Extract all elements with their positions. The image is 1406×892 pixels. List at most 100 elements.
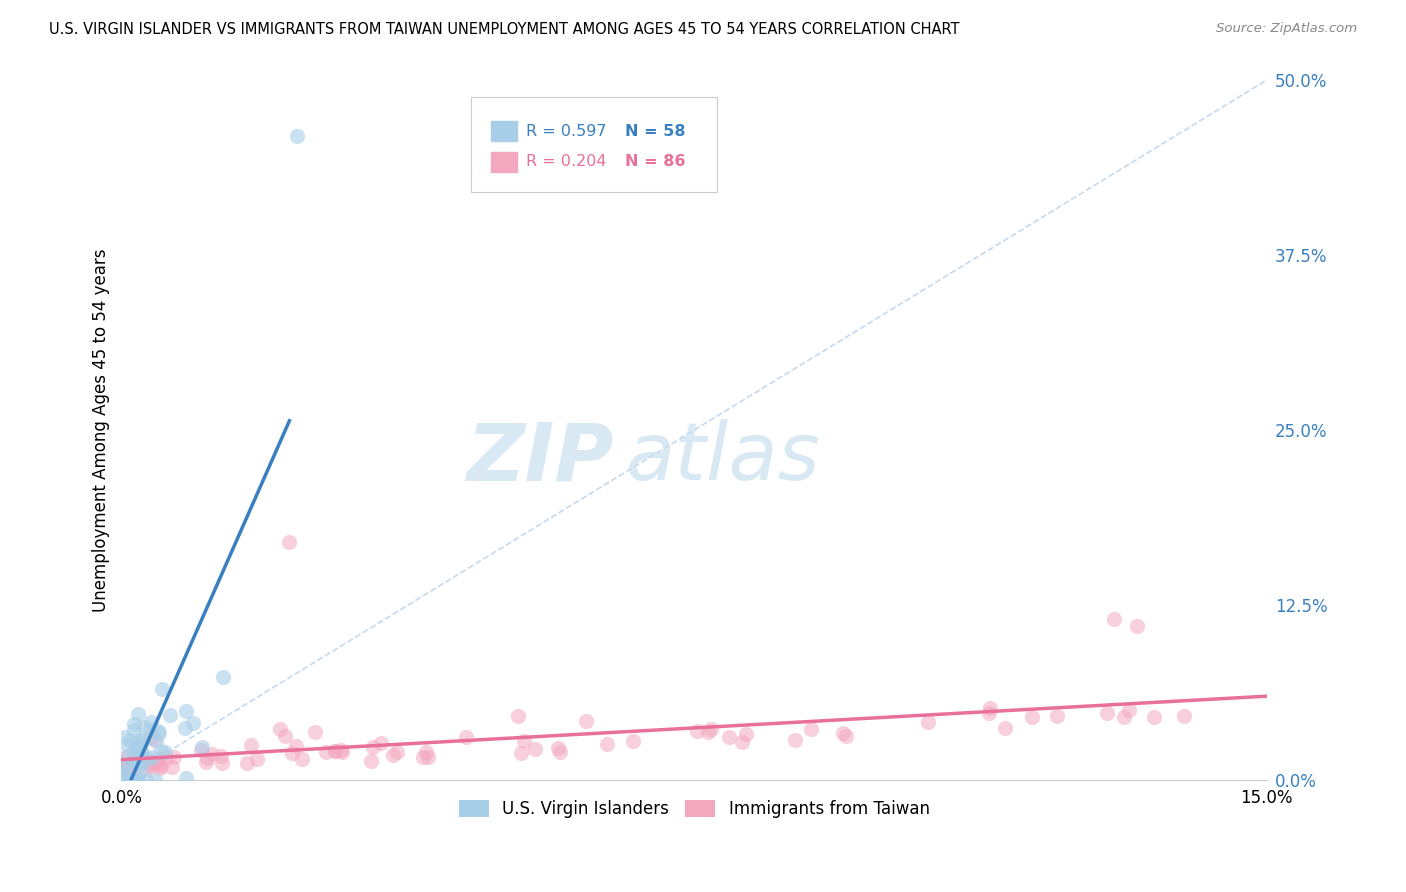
Text: N = 58: N = 58	[626, 124, 686, 138]
Text: ZIP: ZIP	[467, 419, 614, 497]
Point	[122, 773, 145, 788]
Point	[148, 726, 170, 740]
Point	[993, 721, 1015, 735]
Point	[149, 761, 172, 775]
Point	[209, 748, 232, 763]
Point	[547, 741, 569, 756]
Point	[150, 682, 173, 697]
Point	[785, 733, 807, 747]
Point	[141, 756, 163, 770]
Point	[697, 724, 720, 739]
Point	[125, 773, 148, 788]
Point	[120, 773, 142, 788]
Point	[548, 745, 571, 759]
Point	[731, 735, 754, 749]
Point	[979, 700, 1001, 714]
Point	[114, 731, 136, 745]
Point	[127, 751, 149, 765]
Point	[269, 723, 291, 737]
Point	[735, 726, 758, 740]
Point	[274, 730, 297, 744]
Point	[117, 758, 139, 772]
Point	[136, 755, 159, 769]
Point	[122, 754, 145, 768]
Bar	[491, 153, 516, 172]
Point	[173, 721, 195, 735]
Point	[211, 756, 233, 770]
Point	[127, 707, 149, 722]
Point	[1118, 703, 1140, 717]
Point	[323, 743, 346, 757]
Point	[129, 732, 152, 747]
Point	[135, 762, 157, 776]
Point	[284, 739, 307, 754]
Point	[291, 752, 314, 766]
Point	[174, 771, 197, 785]
Point	[139, 714, 162, 729]
Point	[506, 709, 529, 723]
Point	[145, 733, 167, 747]
Point	[917, 714, 939, 729]
Text: U.S. VIRGIN ISLANDER VS IMMIGRANTS FROM TAIWAN UNEMPLOYMENT AMONG AGES 45 TO 54 : U.S. VIRGIN ISLANDER VS IMMIGRANTS FROM …	[49, 22, 960, 37]
Point	[115, 750, 138, 764]
Point	[111, 773, 134, 788]
Point	[385, 745, 408, 759]
Point	[236, 756, 259, 770]
Point	[143, 756, 166, 770]
Point	[1112, 709, 1135, 723]
Point	[370, 736, 392, 750]
Point	[129, 763, 152, 777]
Point	[281, 746, 304, 760]
Point	[139, 731, 162, 745]
Point	[686, 724, 709, 739]
Point	[1126, 619, 1149, 633]
Point	[135, 773, 157, 788]
Point	[1143, 710, 1166, 724]
Point	[153, 745, 176, 759]
Point	[127, 739, 149, 754]
Point	[717, 730, 740, 744]
Point	[195, 751, 218, 765]
Point	[121, 757, 143, 772]
Point	[323, 744, 346, 758]
Point	[415, 745, 437, 759]
Point	[125, 739, 148, 754]
Point	[142, 732, 165, 747]
Point	[1102, 612, 1125, 626]
Text: R = 0.597: R = 0.597	[526, 124, 606, 138]
Point	[136, 752, 159, 766]
Point	[174, 704, 197, 718]
Text: atlas: atlas	[626, 419, 820, 497]
Point	[110, 766, 132, 780]
Point	[1021, 709, 1043, 723]
Point	[1046, 709, 1069, 723]
Point	[596, 737, 619, 751]
Point	[124, 753, 146, 767]
Point	[131, 734, 153, 748]
Point	[122, 746, 145, 760]
Point	[575, 714, 598, 729]
Point	[115, 739, 138, 753]
Point	[190, 742, 212, 756]
Point	[112, 765, 135, 780]
Point	[278, 535, 301, 549]
Point	[163, 750, 186, 764]
Point	[122, 717, 145, 731]
Point	[117, 748, 139, 763]
Point	[122, 773, 145, 788]
Point	[361, 739, 384, 754]
FancyBboxPatch shape	[471, 97, 717, 192]
Y-axis label: Unemployment Among Ages 45 to 54 years: Unemployment Among Ages 45 to 54 years	[93, 248, 110, 612]
Point	[195, 756, 218, 770]
Point	[124, 756, 146, 770]
Point	[148, 752, 170, 766]
Point	[509, 746, 531, 760]
Point	[131, 747, 153, 761]
Point	[524, 742, 547, 756]
Point	[329, 742, 352, 756]
Point	[150, 758, 173, 772]
Point	[138, 757, 160, 772]
Point	[190, 739, 212, 754]
Point	[832, 726, 855, 740]
Point	[212, 670, 235, 684]
